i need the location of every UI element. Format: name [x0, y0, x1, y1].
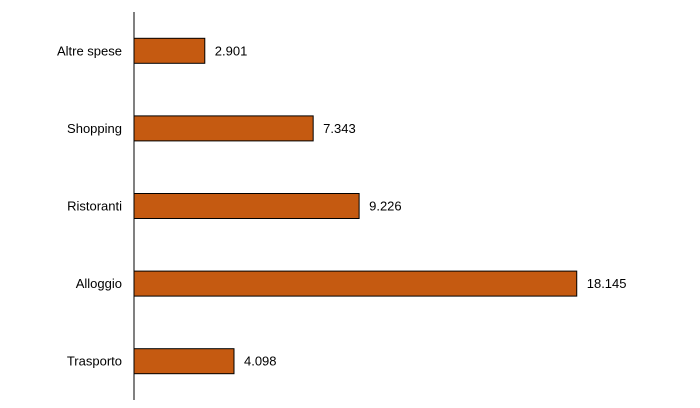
value-label-1: 7.343	[323, 121, 356, 136]
category-label-3: Alloggio	[76, 276, 122, 291]
category-label-1: Shopping	[67, 121, 122, 136]
value-label-0: 2.901	[215, 43, 248, 58]
value-label-3: 18.145	[587, 276, 627, 291]
value-label-4: 4.098	[244, 354, 277, 369]
bar-0	[133, 37, 206, 64]
bar-3	[133, 270, 578, 297]
category-label-0: Altre spese	[57, 43, 122, 58]
category-label-4: Trasporto	[67, 354, 122, 369]
bar-1	[133, 115, 314, 142]
bars-group: Altre spese 2.901 Shopping 7.343 Ristoranti 9…	[57, 37, 627, 375]
bar-4	[133, 348, 235, 375]
bar-2	[133, 193, 360, 219]
category-label-2: Ristoranti	[67, 199, 122, 214]
value-label-2: 9.226	[369, 199, 402, 214]
